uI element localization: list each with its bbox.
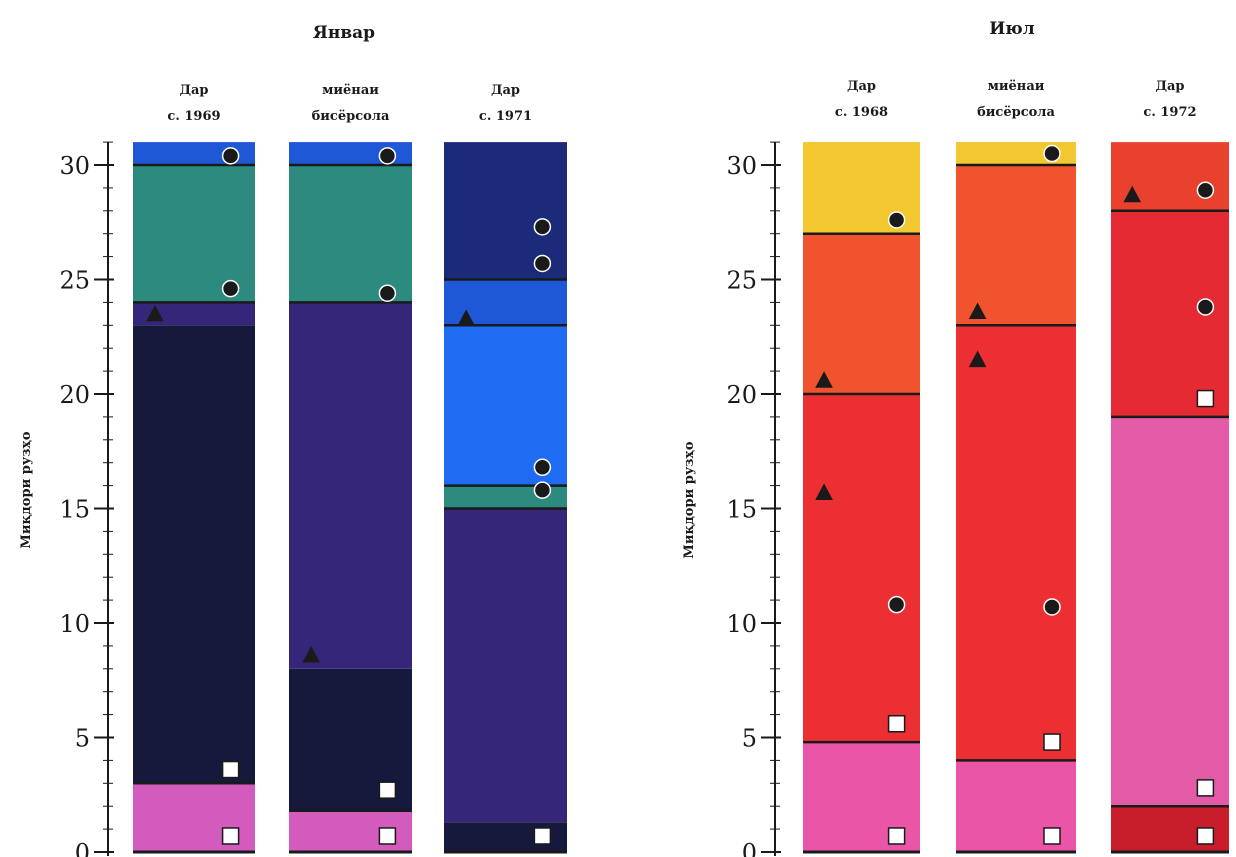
column-segment	[956, 165, 1076, 326]
y-tick-label: 5	[75, 725, 90, 753]
y-tick-label: 20	[726, 381, 757, 409]
marker-square-icon	[221, 760, 240, 779]
marker-circle-icon	[887, 595, 906, 614]
marker-triangle-icon	[815, 483, 833, 500]
marker-circle-icon	[533, 254, 552, 273]
y-tick-label: 0	[75, 839, 90, 857]
marker-triangle-icon	[1123, 185, 1142, 203]
column-label-line2: бисёрсола	[312, 109, 390, 124]
marker-triangle-icon	[815, 371, 833, 388]
y-tick-label: 30	[59, 152, 90, 180]
column-segment	[133, 325, 255, 784]
y-tick-label: 10	[59, 610, 90, 638]
y-tick-label: 20	[59, 381, 90, 409]
column-label-line2: с. 1969	[167, 109, 220, 124]
column-label-line2: с. 1972	[1143, 105, 1196, 120]
y-axis-label: Миқдори рузҳо	[19, 431, 34, 548]
marker-square-icon	[887, 827, 906, 845]
marker-circle-icon	[533, 458, 552, 477]
marker-square-icon	[1043, 827, 1061, 845]
column-segment	[444, 325, 567, 486]
y-axis-label: Миқдори рузҳо	[682, 441, 697, 558]
y-tick-label: 15	[726, 496, 757, 524]
marker-square-icon	[1043, 733, 1061, 751]
marker-triangle-icon	[968, 302, 987, 320]
column-label-line1: Дар	[491, 83, 520, 98]
marker-circle-icon	[378, 284, 397, 302]
marker-square-icon	[533, 827, 552, 845]
column-label-line1: миёнаи	[988, 79, 1045, 94]
column-segment	[133, 165, 255, 303]
column-label-line2: бисёрсола	[977, 105, 1055, 120]
column-label-line2: с. 1968	[835, 105, 888, 120]
column-label-line1: миёнаи	[322, 83, 379, 98]
marker-triangle-icon	[968, 350, 987, 368]
marker-circle-icon	[1196, 298, 1215, 316]
y-tick-label: 15	[59, 496, 90, 524]
marker-square-icon	[1196, 827, 1215, 845]
marker-circle-icon	[1043, 144, 1061, 163]
column-label-line2: с. 1971	[479, 109, 532, 124]
column-segment	[444, 508, 567, 823]
column-segment	[803, 394, 920, 743]
marker-triangle-icon	[457, 309, 475, 326]
marker-circle-icon	[887, 211, 906, 229]
y-tick-label: 25	[726, 267, 757, 295]
column-segment	[289, 302, 412, 669]
marker-square-icon	[1196, 389, 1215, 408]
marker-square-icon	[1196, 779, 1215, 797]
marker-circle-icon	[221, 279, 240, 298]
marker-square-icon	[221, 827, 240, 845]
marker-circle-icon	[221, 147, 240, 165]
marker-square-icon	[378, 781, 397, 799]
panel-title: Январ	[313, 23, 375, 43]
column-segment	[133, 302, 255, 326]
marker-square-icon	[887, 715, 906, 733]
marker-square-icon	[378, 827, 397, 845]
y-tick-label: 5	[742, 725, 757, 753]
column-segment	[289, 165, 412, 303]
y-tick-label: 25	[59, 267, 90, 295]
marker-circle-icon	[1043, 598, 1061, 616]
marker-triangle-icon	[146, 304, 164, 322]
panel-title: Июл	[989, 19, 1034, 39]
marker-circle-icon	[378, 147, 397, 165]
column-label-line1: Дар	[179, 83, 208, 98]
column-label-line1: Дар	[847, 79, 876, 94]
column-label-line1: Дар	[1155, 79, 1184, 94]
y-tick-label: 10	[726, 610, 757, 638]
y-tick-label: 30	[726, 152, 757, 180]
marker-circle-icon	[533, 218, 552, 236]
column-segment	[803, 233, 920, 394]
marker-circle-icon	[1196, 181, 1215, 199]
column-segment	[1111, 210, 1229, 417]
y-tick-label: 0	[742, 839, 757, 857]
marker-triangle-icon	[302, 645, 320, 663]
marker-circle-icon	[533, 481, 552, 499]
column-segment	[1111, 416, 1229, 807]
column-segment	[956, 325, 1076, 761]
